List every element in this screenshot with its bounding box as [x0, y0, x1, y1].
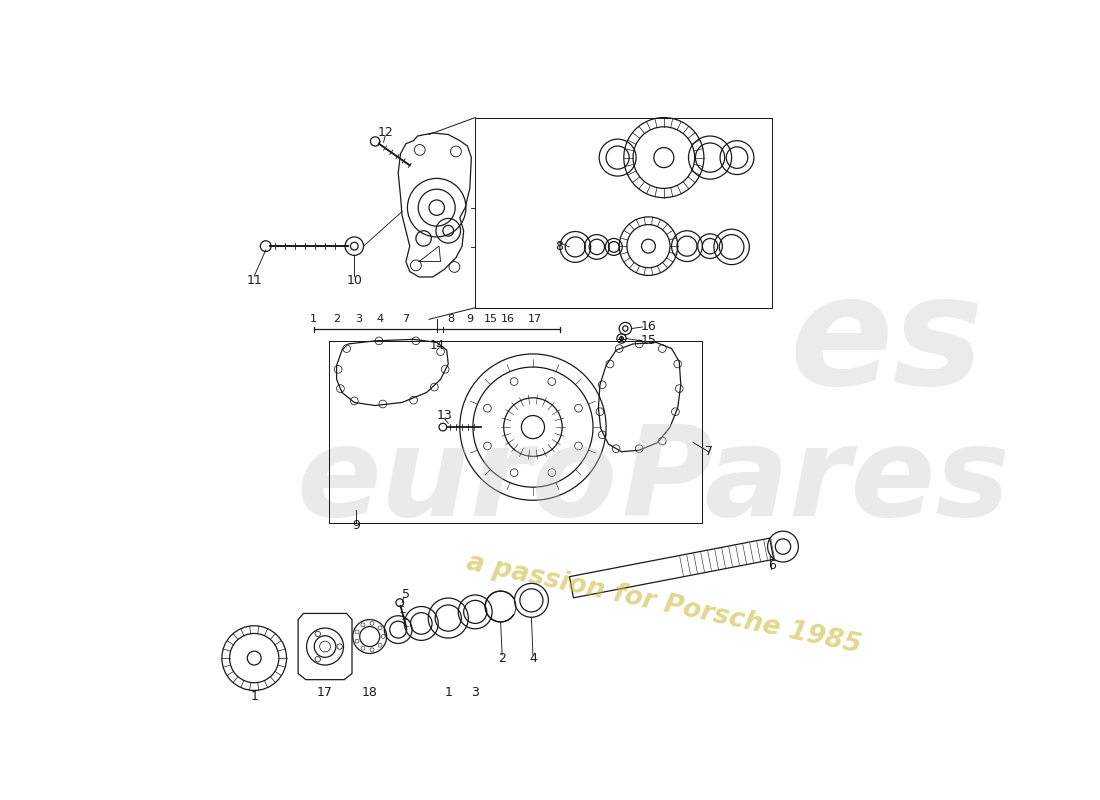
Text: 2: 2 [498, 651, 506, 665]
Text: 15: 15 [484, 314, 497, 324]
Text: 10: 10 [346, 274, 362, 287]
Text: 6: 6 [768, 559, 776, 572]
Text: 1: 1 [310, 314, 317, 324]
Text: 14: 14 [429, 338, 444, 351]
Text: 5: 5 [402, 589, 410, 602]
Text: 17: 17 [317, 686, 333, 699]
Text: 16: 16 [640, 321, 657, 334]
Text: 8: 8 [556, 241, 563, 254]
Text: 13: 13 [437, 409, 452, 422]
Text: 1: 1 [444, 686, 452, 699]
Text: es: es [790, 268, 984, 417]
Text: 17: 17 [528, 314, 542, 324]
Text: 15: 15 [640, 334, 657, 347]
Text: 4: 4 [377, 314, 384, 324]
Text: Pares: Pares [621, 421, 1010, 542]
Text: 7: 7 [704, 446, 713, 458]
Text: 8: 8 [447, 314, 454, 324]
Text: 18: 18 [362, 686, 377, 699]
Text: 12: 12 [377, 126, 393, 139]
Text: 9: 9 [466, 314, 473, 324]
Text: 3: 3 [471, 686, 480, 699]
Text: 3: 3 [355, 314, 362, 324]
Text: 9: 9 [352, 519, 360, 532]
Text: euro: euro [296, 421, 618, 542]
Text: 11: 11 [246, 274, 262, 287]
Text: 1: 1 [251, 690, 258, 703]
Text: 4: 4 [529, 651, 537, 665]
Text: 16: 16 [502, 314, 515, 324]
Text: 7: 7 [403, 314, 409, 324]
Text: a passion for Porsche 1985: a passion for Porsche 1985 [464, 550, 864, 658]
Text: 2: 2 [333, 314, 340, 324]
